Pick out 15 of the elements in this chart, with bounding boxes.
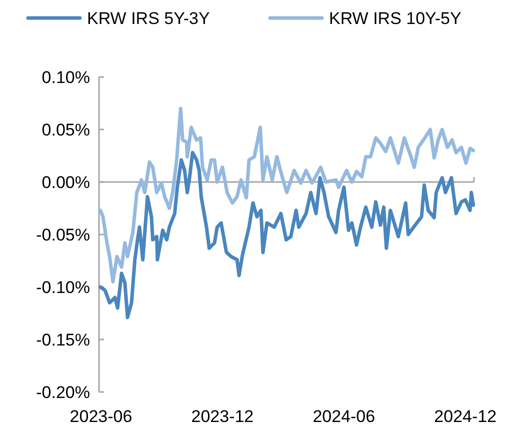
line-series xyxy=(98,106,476,284)
y-tick-label: -0.15% xyxy=(36,330,90,350)
legend-label: KRW IRS 10Y-5Y xyxy=(329,8,462,28)
y-tick-label: -0.10% xyxy=(36,278,90,297)
y-tick-label: 0.05% xyxy=(42,120,90,140)
x-tick-label: 2023-06 xyxy=(70,407,132,426)
x-tick-label: 2024-06 xyxy=(312,407,376,426)
y-tick-label: 0.00% xyxy=(42,172,90,192)
legend-label: KRW IRS 5Y-3Y xyxy=(87,8,210,28)
x-tick-label: 2023-12 xyxy=(191,407,254,426)
y-tick-label: -0.20% xyxy=(36,382,90,402)
y-tick-label: -0.05% xyxy=(36,225,90,244)
x-tick-label: 2024-12 xyxy=(434,407,497,426)
line-series xyxy=(98,150,476,320)
y-tick-label: 0.10% xyxy=(42,68,90,87)
